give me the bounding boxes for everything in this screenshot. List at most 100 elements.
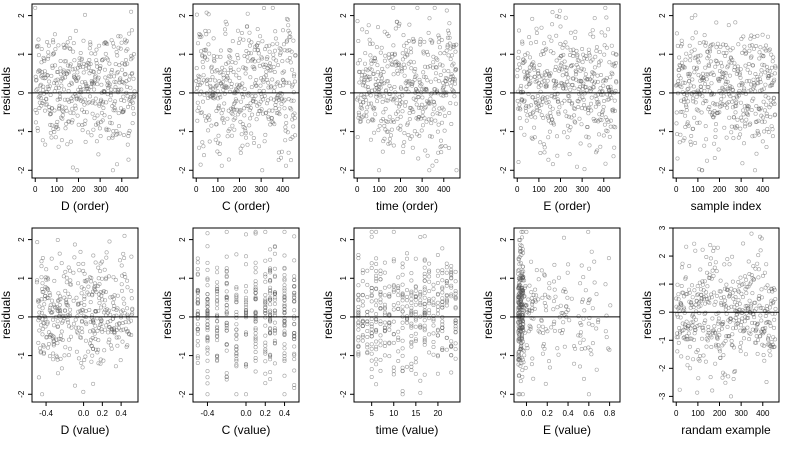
data-point xyxy=(724,282,729,287)
data-point xyxy=(205,322,210,327)
data-point xyxy=(107,337,112,342)
data-point xyxy=(49,298,54,303)
data-point xyxy=(255,27,260,32)
data-point xyxy=(125,47,130,52)
data-point xyxy=(708,59,713,64)
data-point xyxy=(526,297,531,302)
data-point xyxy=(562,59,567,64)
data-point xyxy=(71,111,76,116)
data-point xyxy=(238,119,243,124)
data-point xyxy=(106,340,111,345)
data-point xyxy=(253,345,258,350)
data-point xyxy=(382,270,387,275)
data-point xyxy=(729,304,734,309)
data-point xyxy=(94,58,99,63)
data-point xyxy=(418,37,423,42)
data-point xyxy=(130,100,135,105)
data-point xyxy=(733,294,738,299)
data-point xyxy=(223,27,228,32)
data-point xyxy=(422,291,427,296)
data-point xyxy=(124,39,129,44)
data-point xyxy=(681,99,686,104)
data-point xyxy=(576,333,581,338)
data-point xyxy=(110,104,115,109)
data-point xyxy=(688,142,693,147)
data-point xyxy=(739,291,744,296)
data-point xyxy=(446,28,451,33)
data-point xyxy=(542,41,547,46)
data-point xyxy=(517,280,522,285)
data-point xyxy=(409,291,414,296)
data-point xyxy=(115,343,120,348)
data-point xyxy=(261,97,266,102)
data-point xyxy=(563,109,568,114)
data-point xyxy=(46,341,51,346)
data-point xyxy=(413,338,418,343)
data-point xyxy=(86,292,91,297)
data-point xyxy=(227,54,232,59)
data-point xyxy=(196,82,201,87)
data-point xyxy=(400,51,405,56)
data-point xyxy=(757,50,762,55)
data-point xyxy=(42,58,47,63)
data-point xyxy=(596,100,601,105)
data-point xyxy=(363,51,368,56)
data-point xyxy=(127,31,132,36)
data-point xyxy=(107,61,112,66)
data-point xyxy=(205,304,210,309)
data-point xyxy=(67,313,72,318)
data-point xyxy=(551,299,556,304)
data-point xyxy=(239,108,244,113)
data-point xyxy=(709,81,714,86)
data-point xyxy=(400,57,405,62)
data-point xyxy=(58,311,63,316)
data-point xyxy=(100,259,105,264)
data-point xyxy=(86,284,91,289)
data-point xyxy=(382,312,387,317)
data-point xyxy=(218,95,223,100)
data-point xyxy=(732,300,737,305)
data-point xyxy=(737,301,742,306)
data-point xyxy=(234,285,239,290)
data-point xyxy=(738,67,743,72)
data-point xyxy=(449,344,454,349)
data-point xyxy=(387,292,392,297)
data-point xyxy=(244,305,249,310)
data-point xyxy=(740,316,745,321)
data-point xyxy=(431,302,436,307)
data-point xyxy=(449,292,454,297)
data-point xyxy=(446,53,451,58)
data-point xyxy=(207,139,212,144)
data-point xyxy=(718,278,723,283)
data-point xyxy=(245,59,250,64)
data-point xyxy=(586,345,591,350)
data-point xyxy=(686,326,691,331)
data-point xyxy=(427,270,432,275)
data-point xyxy=(441,107,446,112)
data-point xyxy=(118,46,123,51)
data-point xyxy=(404,317,409,322)
data-point xyxy=(758,80,763,85)
data-point xyxy=(263,279,268,284)
data-point xyxy=(36,43,41,48)
data-point xyxy=(528,327,533,332)
data-point xyxy=(256,58,261,63)
data-point xyxy=(356,315,361,320)
data-point xyxy=(377,123,382,128)
data-point xyxy=(422,295,427,300)
data-point xyxy=(377,90,382,95)
data-point xyxy=(749,304,754,309)
data-point xyxy=(453,101,458,106)
data-point xyxy=(700,282,705,287)
data-point xyxy=(206,42,211,47)
y-tick-label: -1 xyxy=(178,127,187,135)
data-point xyxy=(356,323,361,328)
data-point xyxy=(66,291,71,296)
data-point xyxy=(716,49,721,54)
data-point xyxy=(378,72,383,77)
data-point xyxy=(393,95,398,100)
data-point xyxy=(380,66,385,71)
data-point xyxy=(117,63,122,68)
y-axis-label: residuals xyxy=(160,67,174,115)
